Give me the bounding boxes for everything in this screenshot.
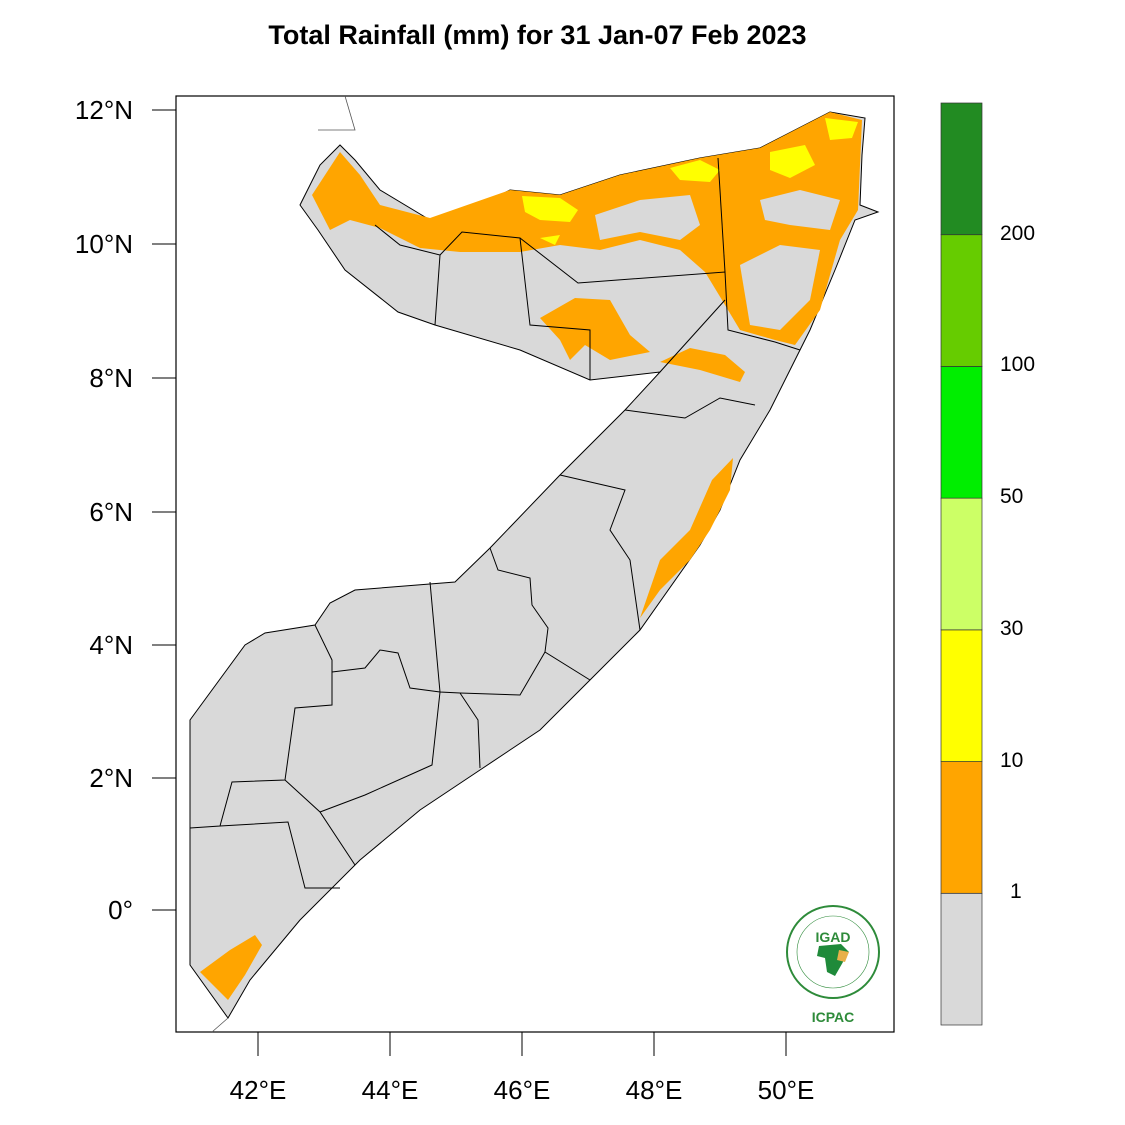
rainfall-1-10mm-areas	[200, 112, 862, 1000]
x-tick-label: 46°E	[493, 1075, 551, 1105]
colorbar-box	[940, 761, 983, 894]
colorbar-box	[940, 629, 983, 762]
y-tick-label: 0°	[108, 895, 133, 925]
y-tick-label: 4°N	[89, 630, 133, 660]
rainfall-10-30mm-areas	[522, 118, 858, 245]
colorbar-box	[940, 892, 983, 1026]
map-title: Total Rainfall (mm) for 31 Jan-07 Feb 20…	[268, 20, 807, 50]
dry-patches-inside-north	[595, 190, 840, 330]
y-tick-label: 10°N	[74, 229, 133, 259]
colorbar-level-label: 30	[1000, 616, 1024, 640]
colorbar-box	[940, 102, 983, 236]
axis-ticks	[152, 109, 787, 1056]
y-tick-label: 2°N	[89, 763, 133, 793]
colorbar	[940, 102, 983, 1026]
logo-bottom-text: ICPAC	[812, 1009, 855, 1025]
x-tick-label: 42°E	[229, 1075, 287, 1105]
x-tick-label: 50°E	[757, 1075, 815, 1105]
x-tick-label: 44°E	[361, 1075, 419, 1105]
neighbor-borders	[211, 95, 356, 1033]
colorbar-box	[940, 497, 983, 631]
y-tick-label: 12°N	[74, 95, 133, 125]
colorbar-level-label: 1	[1010, 880, 1022, 904]
x-tick-label: 48°E	[625, 1075, 683, 1105]
colorbar-box	[940, 366, 983, 499]
colorbar-level-label: 50	[1000, 485, 1024, 509]
colorbar-level-label: 100	[1000, 353, 1036, 377]
admin-boundaries	[189, 157, 801, 889]
igad-icpac-logo: IGAD ICPAC	[786, 905, 880, 1025]
colorbar-level-label: 10	[1000, 748, 1024, 772]
y-tick-label: 6°N	[89, 497, 133, 527]
colorbar-level-label: 200	[1000, 221, 1036, 245]
colorbar-box	[940, 234, 983, 367]
map-frame	[175, 95, 895, 1033]
logo-top-text: IGAD	[816, 929, 851, 945]
y-tick-label: 8°N	[89, 363, 133, 393]
